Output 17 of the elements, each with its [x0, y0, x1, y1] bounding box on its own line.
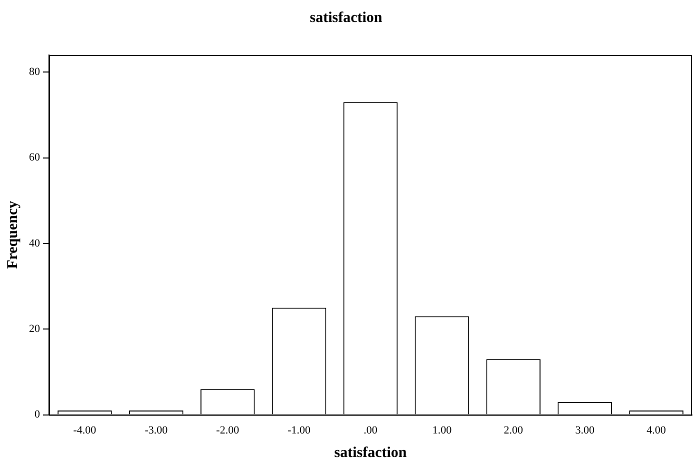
- x-axis-title: satisfaction: [334, 444, 408, 461]
- y-tick-label: 60: [29, 152, 40, 164]
- x-tick-label: 1.00: [432, 424, 452, 436]
- x-tick-label: 4.00: [646, 424, 666, 436]
- x-tick-label: -3.00: [144, 424, 168, 436]
- x-tick-label: 3.00: [575, 424, 595, 436]
- x-tick-label: 2.00: [504, 424, 524, 436]
- x-tick-label: -2.00: [216, 424, 240, 436]
- x-tick-label: -4.00: [73, 424, 97, 436]
- x-tick-label: .00: [364, 424, 378, 436]
- chart-title: satisfaction: [310, 10, 383, 26]
- y-tick-label: 40: [29, 237, 40, 250]
- y-axis-title: Frequency: [4, 200, 21, 269]
- y-tick-label: 20: [29, 323, 40, 336]
- y-tick-label: 0: [34, 408, 40, 421]
- x-tick-label: -1.00: [288, 424, 312, 436]
- y-tick-label: 80: [29, 66, 40, 78]
